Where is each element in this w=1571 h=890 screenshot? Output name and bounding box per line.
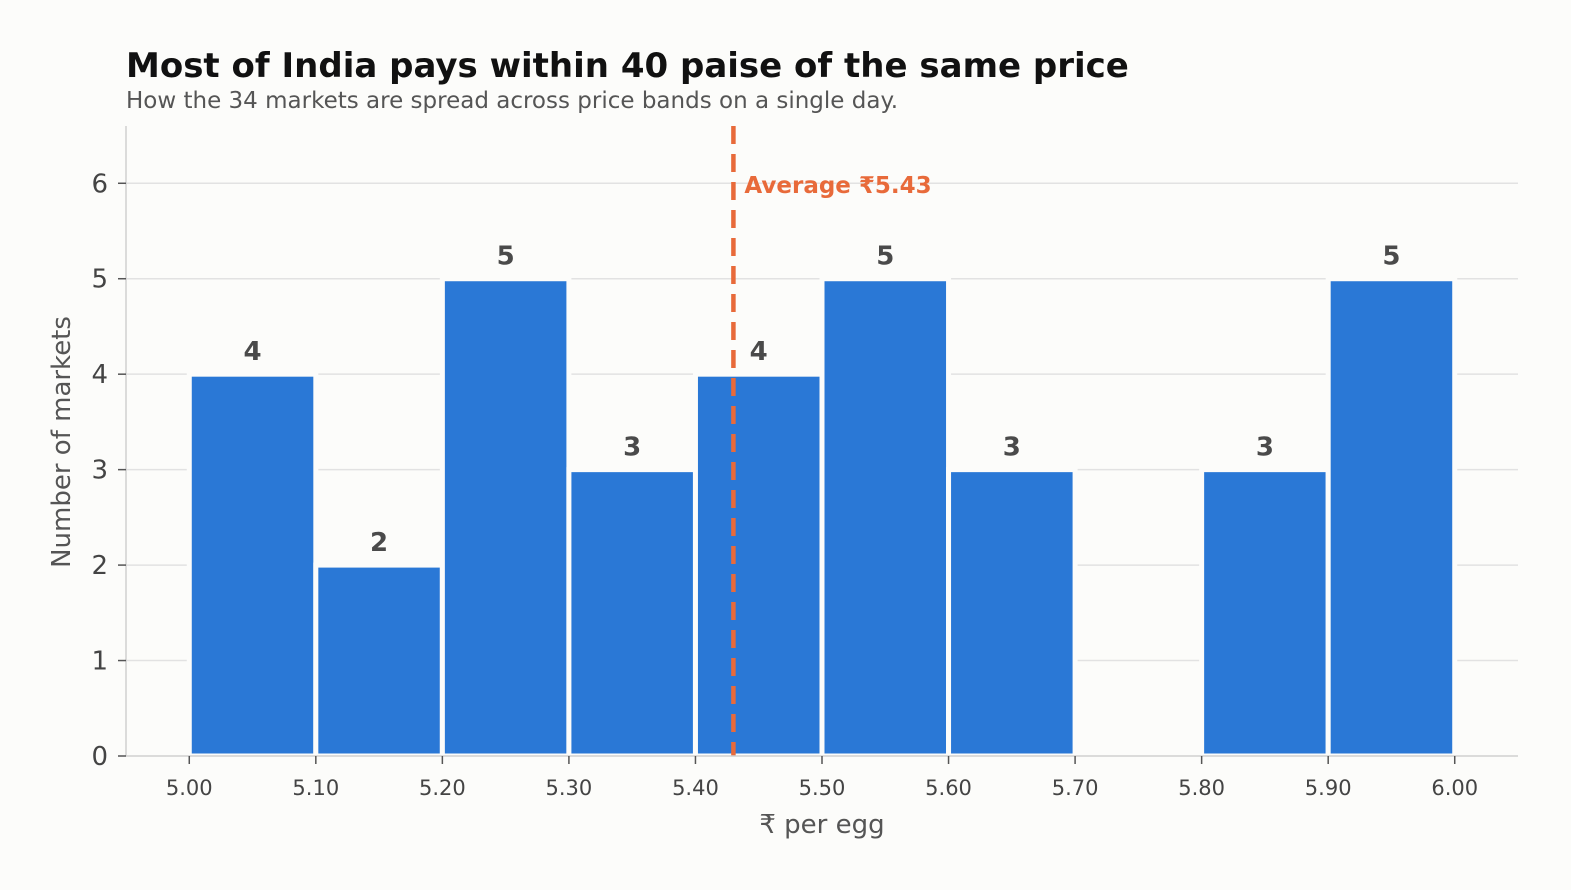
bar-value-label-2: 5: [497, 242, 515, 272]
bar-9: [1325, 276, 1458, 759]
y-tick-label: 6: [91, 169, 108, 199]
bar-value-label-6: 3: [1003, 433, 1021, 463]
bar-value-label-0: 4: [243, 337, 261, 367]
bar-0: [186, 371, 319, 759]
bar-labels: 4 2 5 3 4 5 3 3 5: [243, 242, 1400, 558]
x-tick-label: 5.40: [672, 776, 719, 800]
x-tick-label: 5.20: [419, 776, 466, 800]
y-tick-label: 2: [91, 551, 108, 581]
x-tick-label: 5.60: [925, 776, 972, 800]
bars: [186, 276, 1458, 759]
x-tick-label: 5.80: [1178, 776, 1225, 800]
average-label: Average ₹5.43: [744, 173, 931, 199]
bar-value-label-3: 3: [623, 433, 641, 463]
y-axis-label: Number of markets: [47, 316, 77, 568]
x-tick-label: 5.70: [1052, 776, 1099, 800]
bar-2: [439, 276, 572, 759]
axes: 0 1 2 3 4 5 6 5.00 5.10 5.20 5.30 5.40 5.50 5.60 5.70 5…: [91, 126, 1518, 800]
chart-title: Most of India pays within 40 paise of th…: [126, 46, 1129, 86]
bar-3: [566, 467, 698, 759]
y-tick-label: 3: [91, 456, 108, 486]
y-tick-label: 0: [91, 742, 108, 772]
bar-value-label-4: 4: [750, 337, 768, 367]
bar-5: [819, 276, 952, 759]
bar-1: [313, 562, 445, 759]
x-tick-label: 5.50: [799, 776, 846, 800]
bar-8: [1199, 467, 1331, 759]
x-tick-label: 5.10: [292, 776, 339, 800]
x-tick-label: 6.00: [1431, 776, 1478, 800]
bar-value-label-5: 5: [876, 242, 894, 272]
y-tick-label: 1: [91, 647, 108, 677]
x-tick-label: 5.90: [1305, 776, 1352, 800]
x-tick-label: 5.00: [166, 776, 213, 800]
y-tick-label: 4: [91, 360, 108, 390]
x-tick-label: 5.30: [546, 776, 593, 800]
chart-subtitle: How the 34 markets are spread across pri…: [126, 88, 898, 114]
bar-value-label-1: 2: [370, 528, 388, 558]
average-marker: Average ₹5.43: [731, 126, 932, 756]
bar-6: [946, 467, 1078, 759]
y-tick-label: 5: [91, 265, 108, 295]
bar-4: [692, 371, 825, 759]
bar-value-label-9: 5: [1382, 242, 1400, 272]
bar-value-label-8: 3: [1256, 433, 1274, 463]
x-axis-label: ₹ per egg: [759, 810, 884, 840]
